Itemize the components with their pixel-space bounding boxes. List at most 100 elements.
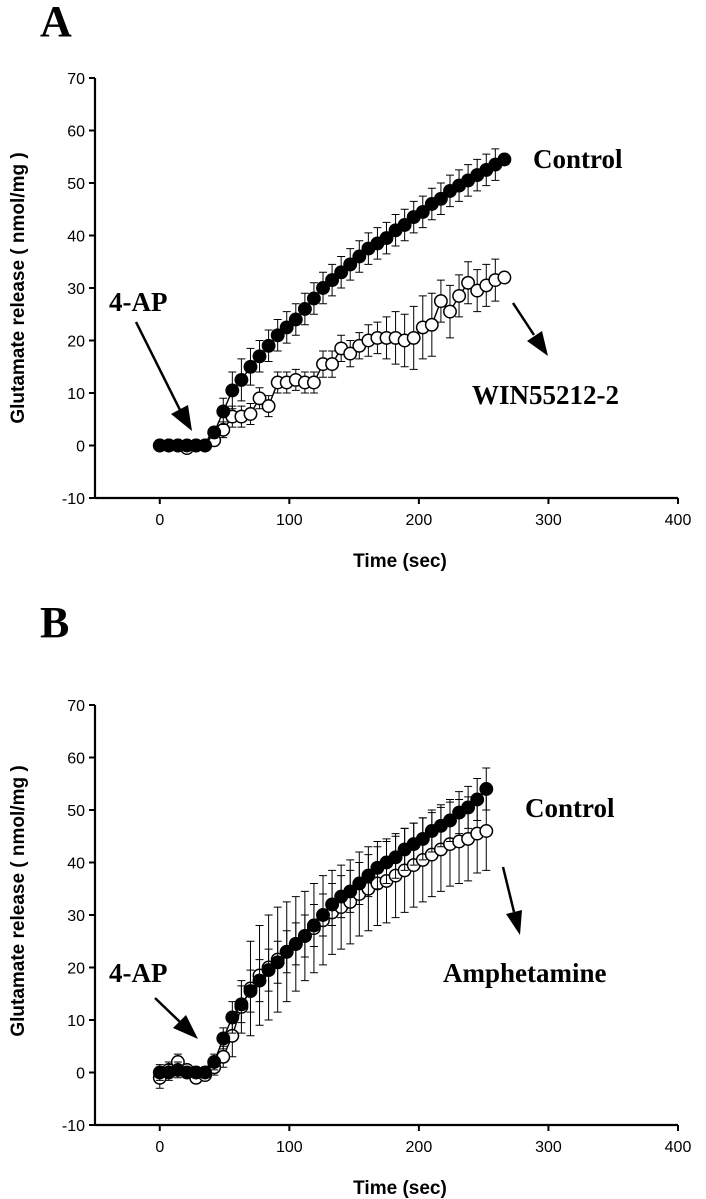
- panel-b-control-point: [443, 813, 457, 828]
- panel-a-control-point: [415, 204, 430, 219]
- panel-a-control-point: [216, 404, 231, 419]
- panel-letter-b: B: [40, 598, 69, 647]
- panel-b-control-point: [252, 973, 267, 988]
- panel-a: A -10 0 10 20 30 40 50 60 70 0 100 200 300 400 Time (…: [8, 0, 691, 572]
- panel-b-x-tick-label: 300: [535, 1139, 562, 1156]
- panel-a-x-tick-label: 0: [155, 512, 164, 529]
- panel-b-control-point: [207, 1055, 222, 1069]
- panel-b-y-tick-label: 40: [67, 856, 85, 873]
- panel-b-y-tick-label: 70: [67, 698, 85, 715]
- panel-b-control-point: [470, 792, 485, 807]
- panel-b-y-tick-label: 30: [67, 908, 85, 925]
- panel-a-control-point: [270, 328, 285, 343]
- panel-a-win55212-2-point: [497, 270, 512, 285]
- panel-a-y-tick-label: 60: [67, 124, 85, 141]
- panel-b-y-tick-label: 60: [67, 751, 85, 768]
- panel-b-ylabel: Glutamate release ( nmol/mg ): [8, 765, 29, 1036]
- panel-a-treatment-label: WIN55212-2: [472, 380, 619, 410]
- panel-b-control-point: [225, 1010, 240, 1025]
- panel-b-control-point: [216, 1031, 231, 1046]
- panel-a-arrows: [134, 302, 548, 431]
- panel-b-y-tick-label: 0: [76, 1066, 85, 1083]
- panel-b-control-point: [270, 955, 285, 970]
- panel-b-xlabel: Time (sec): [353, 1178, 447, 1199]
- panel-a-control-point: [198, 438, 213, 453]
- panel-a-win55212-2-point: [406, 330, 421, 345]
- panel-a-stimulus-label: 4-AP: [109, 287, 167, 317]
- panel-a-win55212-2-point: [452, 288, 467, 303]
- panel-a-control-point: [379, 231, 394, 246]
- panel-a-control-label: Control: [533, 144, 623, 174]
- panel-b-plot: [152, 767, 494, 1089]
- panel-b-treatment-arrowhead: [506, 910, 522, 935]
- panel-a-win55212-2-point: [325, 357, 340, 372]
- panel-a-control-point: [279, 320, 294, 335]
- panel-a-win55212-2-point: [252, 391, 267, 406]
- panel-b-control-point: [361, 868, 376, 883]
- panel-b-treatment-label: Amphetamine: [443, 958, 607, 988]
- panel-a-control-point: [397, 218, 412, 232]
- panel-a-control-point: [343, 257, 358, 272]
- panel-b-control-point: [234, 997, 249, 1012]
- panel-b-control-point: [461, 800, 476, 815]
- panel-a-control-point: [497, 152, 512, 167]
- panel-b-y-tick-label: -10: [62, 1118, 85, 1135]
- panel-a-control-point: [261, 338, 276, 353]
- panel-a-ylabel: Glutamate release ( nmol/mg ): [8, 152, 29, 423]
- panel-a-x-tick-label: 100: [276, 512, 303, 529]
- panel-a-win55212-2-point: [443, 304, 457, 319]
- panel-a-control-point: [243, 359, 258, 374]
- panel-b: B -10 0 10 20 30 40 50 60 70 0 100 200 300 400 Time (…: [8, 598, 691, 1199]
- panel-b-control-point: [415, 831, 430, 846]
- panel-a-control-point: [234, 372, 249, 387]
- panel-b-x-tick-label: 200: [406, 1139, 433, 1156]
- panel-b-control-point: [343, 884, 358, 899]
- panel-a-y-tick-label: 10: [67, 386, 85, 403]
- panel-b-y-tick-label: 10: [67, 1013, 85, 1030]
- panel-b-arrows: [154, 866, 522, 1039]
- panel-b-y-tick-label: 20: [67, 961, 85, 978]
- panel-a-control-point: [433, 191, 448, 206]
- panel-a-control-point: [325, 273, 340, 288]
- panel-a-y-tick-label: 20: [67, 334, 85, 351]
- panel-b-x-tick-label: 0: [155, 1139, 164, 1156]
- panel-a-control-point: [306, 291, 321, 306]
- panel-b-x-tick-label: 100: [276, 1139, 303, 1156]
- panel-a-control-point: [316, 281, 330, 295]
- panel-a-control-point: [334, 265, 349, 280]
- panel-a-control-series: [152, 148, 512, 453]
- panel-a-x-tick-label: 400: [665, 512, 692, 529]
- panel-a-y-tick-label: 0: [76, 439, 85, 456]
- panel-a-win55212-2-point: [306, 375, 321, 390]
- panel-b-control-point: [198, 1065, 213, 1080]
- panel-a-y-tick-label: 30: [67, 281, 85, 298]
- panel-b-control-point: [388, 850, 403, 865]
- panel-b-control-point: [243, 984, 258, 999]
- panel-a-control-line: [159, 158, 505, 447]
- panel-b-control-label: Control: [525, 793, 615, 823]
- panel-b-treatment-arrow-line: [501, 866, 516, 913]
- panel-b-amphetamine-series: [152, 791, 494, 1089]
- panel-b-control-point: [325, 897, 340, 912]
- panel-b-stimulus-label: 4-AP: [109, 958, 167, 988]
- panel-b-amphetamine-point: [479, 824, 494, 838]
- panel-a-treatment-arrow-line: [511, 302, 536, 336]
- panel-a-win55212-2-point: [461, 275, 476, 290]
- panel-a-y-tick-label: 70: [67, 71, 85, 88]
- panel-a-stimulus-arrow-line: [134, 321, 182, 411]
- panel-a-control-point: [288, 312, 303, 327]
- panel-a-treatment-arrowhead: [527, 331, 548, 356]
- panel-a-win55212-2-point: [424, 317, 439, 332]
- panel-a-stimulus-arrowhead: [171, 405, 192, 431]
- panel-b-control-point: [279, 944, 294, 959]
- panel-b-control-point: [306, 918, 321, 933]
- panel-a-axes: -10 0 10 20 30 40 50 60 70 0 100 200 300 400: [62, 71, 692, 529]
- panel-a-x-tick-label: 200: [406, 512, 433, 529]
- panel-a-y-tick-label: 50: [67, 176, 85, 193]
- panel-a-x-tick-label: 300: [535, 512, 562, 529]
- panel-a-plot: [152, 148, 512, 456]
- panel-a-win55212-2-point: [243, 407, 258, 421]
- panel-letter-a: A: [40, 0, 72, 46]
- panel-a-y-tick-label: -10: [62, 491, 85, 508]
